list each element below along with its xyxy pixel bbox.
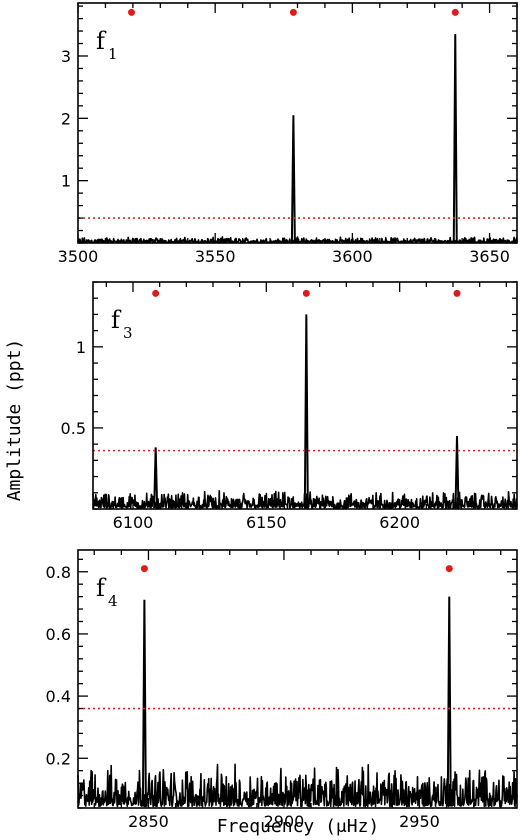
peak-3 — [454, 436, 460, 509]
x-tick-label: 3550 — [195, 247, 236, 266]
y-tick-label: 1 — [61, 172, 71, 191]
x-tick-label: 3600 — [332, 247, 373, 266]
y-tick-label: 1 — [76, 338, 86, 357]
frequency-marker-2 — [302, 289, 310, 297]
x-tick-label: 6100 — [113, 513, 154, 532]
x-tick-label: 3500 — [58, 247, 99, 266]
x-tick-label: 6150 — [246, 513, 287, 532]
peak-2 — [446, 596, 452, 807]
chart-panel-3: 2850 2900 2950 0.2 0.4 0.6 0.8 f 4 — [46, 549, 518, 831]
peak-2 — [303, 314, 309, 509]
y-tick-label: 0.8 — [46, 563, 71, 582]
panel-label-subscript: 1 — [108, 45, 118, 63]
x-tick-label: 2900 — [264, 812, 305, 831]
panel-label: f — [111, 306, 122, 334]
y-tick-label: 0.6 — [46, 625, 71, 644]
frequency-marker-3 — [453, 289, 461, 297]
peak-1 — [141, 599, 147, 807]
plot-frame — [77, 549, 518, 809]
y-tick-label: 0.2 — [46, 749, 71, 768]
panel-label: f — [96, 27, 107, 55]
y-axis-label: Amplitude (ppt) — [4, 339, 25, 502]
y-tick-label: 0.4 — [46, 687, 71, 706]
peak-2 — [452, 34, 458, 243]
panel-label: f — [96, 574, 107, 602]
x-tick-label: 2950 — [399, 812, 440, 831]
panel-label-subscript: 3 — [123, 324, 133, 342]
plot-frame — [77, 2, 518, 244]
frequency-marker-2 — [445, 565, 453, 573]
frequency-marker-1 — [140, 565, 148, 573]
frequency-marker-2 — [289, 8, 297, 16]
y-tick-label: 3 — [61, 47, 71, 66]
y-tick-label: 2 — [61, 109, 71, 128]
panel-label-subscript: 4 — [108, 592, 118, 610]
x-tick-label: 3650 — [469, 247, 510, 266]
frequency-marker-1 — [128, 8, 136, 16]
x-axis-label: Frequency (μHz) — [217, 816, 380, 837]
peak-1 — [290, 115, 296, 243]
y-tick-label: 0.5 — [61, 419, 86, 438]
frequency-marker-1 — [152, 289, 160, 297]
x-tick-label: 6200 — [379, 513, 420, 532]
noise-spectrum-line — [77, 763, 518, 808]
noise-spectrum-line — [77, 236, 518, 244]
chart-panel-2: 6100 6150 6200 0.5 1 f 3 — [61, 281, 518, 532]
frequency-marker-3 — [451, 8, 459, 16]
peak-1 — [153, 447, 159, 509]
x-tick-label: 2850 — [128, 812, 169, 831]
